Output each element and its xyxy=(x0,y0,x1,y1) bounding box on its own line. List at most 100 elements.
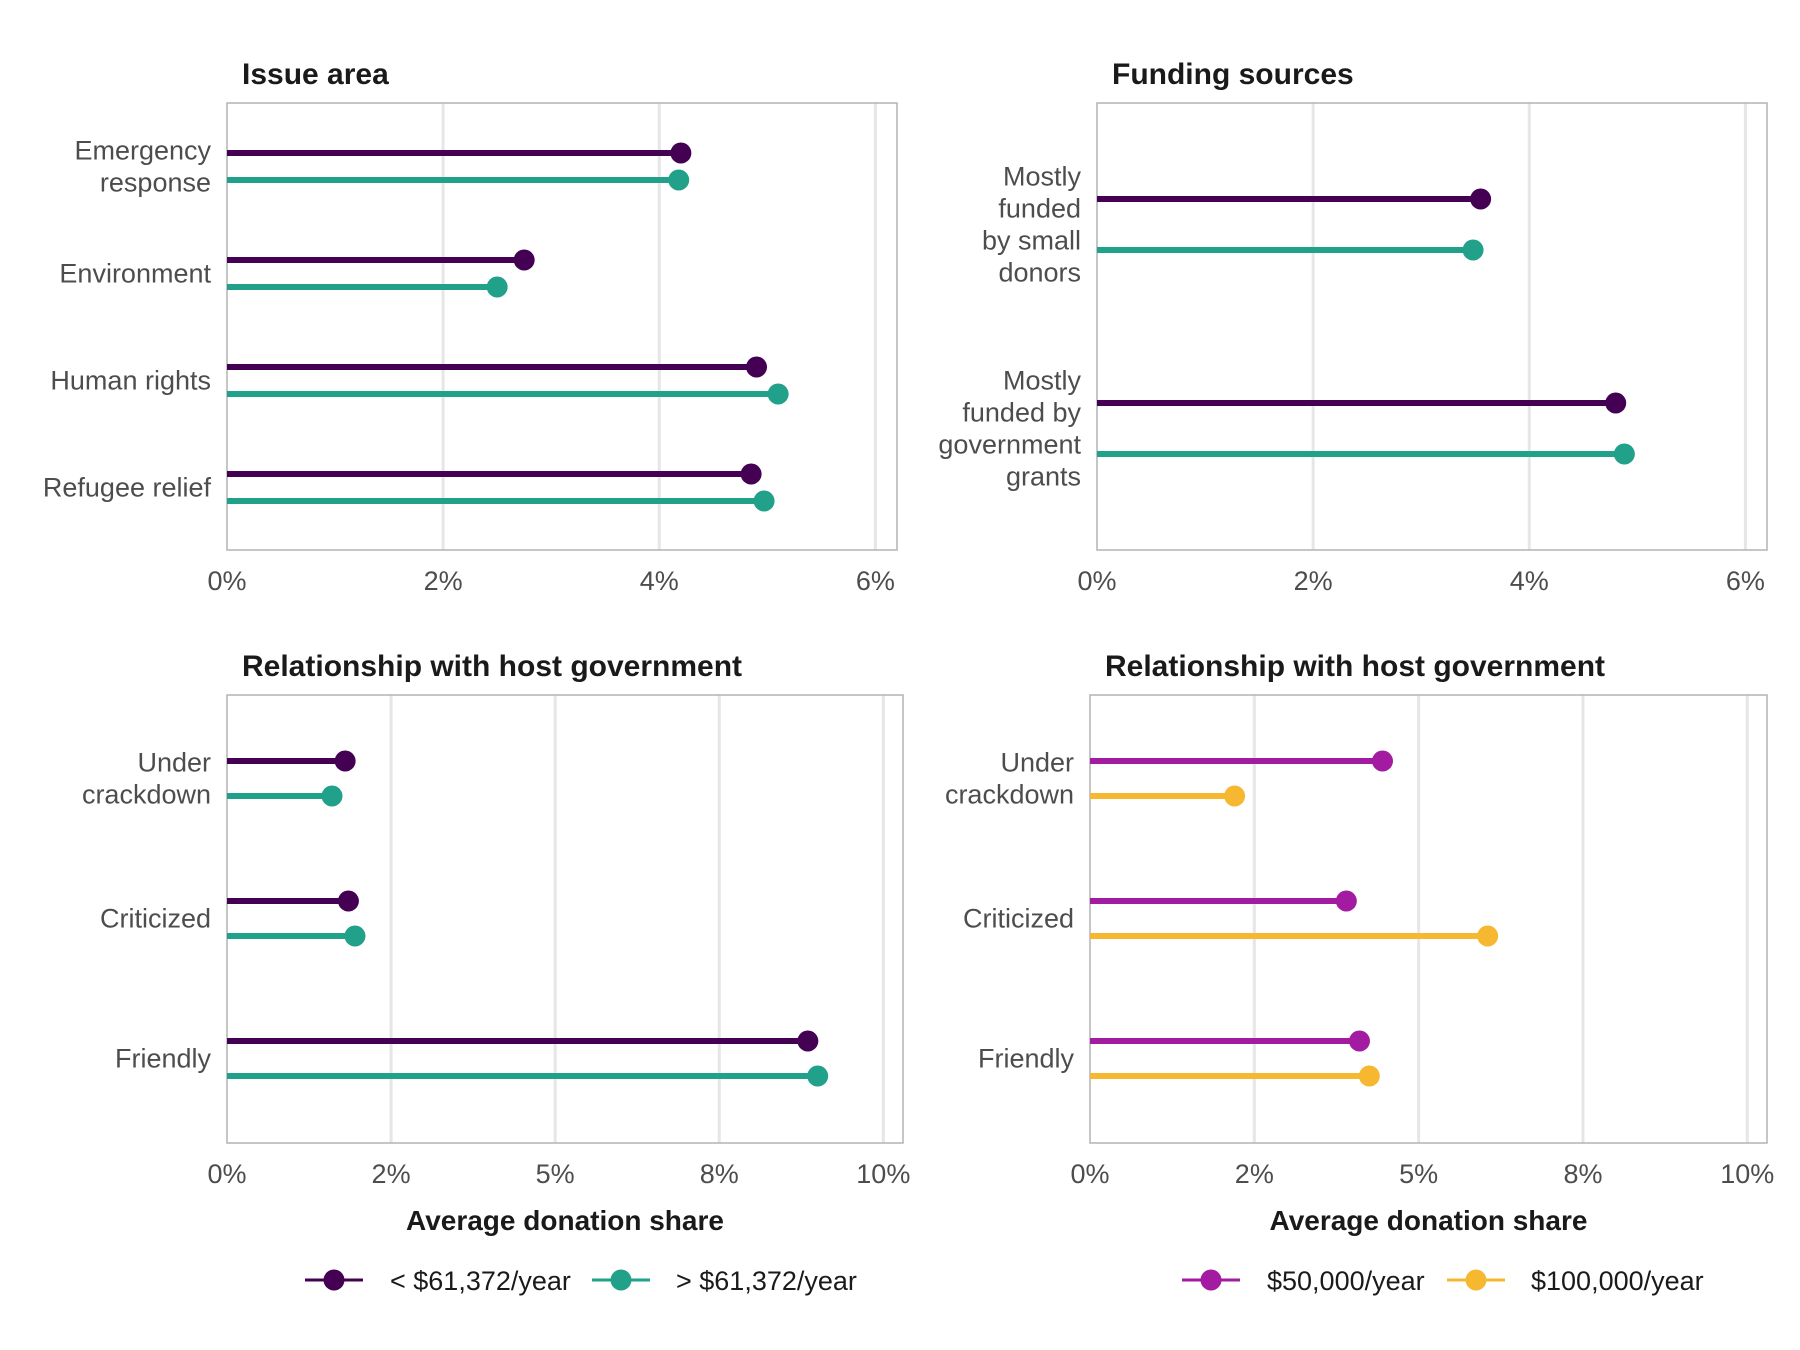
lollipop-dot xyxy=(1348,1030,1370,1052)
category-label-line: Human rights xyxy=(50,366,211,396)
panel-title: Relationship with host government xyxy=(242,650,742,683)
category-label-line: Emergency xyxy=(74,136,211,166)
x-tick-label: 5% xyxy=(536,1159,575,1189)
category-label-line: Mostly xyxy=(1003,366,1082,396)
lollipop-dot xyxy=(1462,239,1484,261)
lollipop-dot xyxy=(1477,925,1499,947)
category-label-line: crackdown xyxy=(945,780,1074,810)
category-label-line: by small xyxy=(982,226,1081,256)
lollipop-dot xyxy=(746,356,768,378)
legend-key-dot xyxy=(323,1269,345,1291)
category-label-line: Criticized xyxy=(963,904,1074,934)
lollipop-dot xyxy=(807,1065,829,1087)
lollipop-dot xyxy=(753,490,775,512)
category-label-line: grants xyxy=(1006,462,1081,492)
lollipop-dot xyxy=(337,890,359,912)
legend-1: < $61,372/year > $61,372/year xyxy=(305,1266,857,1296)
category-label-line: Friendly xyxy=(115,1044,212,1074)
lollipop-dot xyxy=(668,169,690,191)
x-axis-label: Average donation share xyxy=(1270,1205,1588,1236)
lollipop-dot xyxy=(740,463,762,485)
plot-frame xyxy=(226,102,898,551)
category-label-line: Under xyxy=(137,748,211,778)
category-label: Friendly xyxy=(115,1044,212,1074)
x-tick-label: 5% xyxy=(1399,1159,1438,1189)
category-label: Friendly xyxy=(978,1044,1075,1074)
chart-panel-4: Relationship with host government 0% 2% 5% 8… xyxy=(945,650,1774,1236)
category-label: Under crackdown xyxy=(945,748,1074,810)
legend-label: < $61,372/year xyxy=(390,1266,571,1296)
plot-frame xyxy=(226,694,904,1144)
x-tick-label: 8% xyxy=(1563,1159,1602,1189)
x-tick-label: 4% xyxy=(1510,566,1549,596)
category-label-line: Criticized xyxy=(100,904,211,934)
x-tick-label: 0% xyxy=(207,566,246,596)
category-label-line: government xyxy=(938,430,1081,460)
category-label-line: crackdown xyxy=(82,780,211,810)
category-label: Mostly funded by small donors xyxy=(982,162,1082,288)
category-label-line: Mostly xyxy=(1003,162,1082,192)
lollipop-dot xyxy=(1613,443,1635,465)
lollipop-dot xyxy=(767,383,789,405)
lollipop-dot xyxy=(1335,890,1357,912)
x-tick-label: 2% xyxy=(372,1159,411,1189)
x-tick-label: 10% xyxy=(1720,1159,1774,1189)
panel-title: Issue area xyxy=(242,58,389,91)
x-tick-label: 2% xyxy=(1294,566,1333,596)
x-tick-label: 8% xyxy=(700,1159,739,1189)
category-label-line: Under xyxy=(1000,748,1074,778)
category-label: Mostly funded by government grants xyxy=(938,366,1081,492)
legend-key-dot xyxy=(610,1269,632,1291)
lollipop-dot xyxy=(1224,785,1246,807)
category-label: Criticized xyxy=(100,904,211,934)
legend-label: $50,000/year xyxy=(1267,1266,1425,1296)
category-label-line: Refugee relief xyxy=(43,473,212,503)
category-label-line: Friendly xyxy=(978,1044,1075,1074)
x-tick-label: 2% xyxy=(1235,1159,1274,1189)
x-tick-label: 4% xyxy=(640,566,679,596)
lollipop-dot xyxy=(344,925,366,947)
category-label-line: Environment xyxy=(59,259,211,289)
lollipop-dot xyxy=(321,785,343,807)
plot-frame xyxy=(1089,694,1768,1144)
x-tick-label: 0% xyxy=(207,1159,246,1189)
lollipop-dot xyxy=(334,750,356,772)
category-label: Under crackdown xyxy=(82,748,211,810)
lollipop-dot xyxy=(1358,1065,1380,1087)
lollipop-dot xyxy=(1470,188,1492,210)
category-label: Refugee relief xyxy=(43,473,212,503)
category-label-line: donors xyxy=(998,258,1081,288)
category-label-line: funded by xyxy=(962,398,1081,428)
panel-title: Relationship with host government xyxy=(1105,650,1605,683)
lollipop-dot xyxy=(486,276,508,298)
legend-label: $100,000/year xyxy=(1531,1266,1704,1296)
legend-key-dot xyxy=(1200,1269,1222,1291)
category-label: Emergency response xyxy=(74,136,211,198)
x-tick-label: 6% xyxy=(1726,566,1765,596)
category-label-line: funded xyxy=(998,194,1081,224)
x-tick-label: 0% xyxy=(1077,566,1116,596)
chart-panel-1: Issue area 0% 2% 4% 6% Emergency response Envir… xyxy=(43,58,898,596)
x-tick-label: 2% xyxy=(424,566,463,596)
category-label: Human rights xyxy=(50,366,211,396)
legend-label: > $61,372/year xyxy=(676,1266,857,1296)
lollipop-dot xyxy=(670,142,692,164)
x-tick-label: 0% xyxy=(1070,1159,1109,1189)
x-axis-label: Average donation share xyxy=(406,1205,724,1236)
lollipop-dot xyxy=(1605,392,1627,414)
category-label: Environment xyxy=(59,259,211,289)
lollipop-dot xyxy=(1371,750,1393,772)
panel-title: Funding sources xyxy=(1112,58,1354,91)
lollipop-dot xyxy=(513,249,535,271)
lollipop-dot xyxy=(797,1030,819,1052)
category-label: Criticized xyxy=(963,904,1074,934)
legend-2: $50,000/year $100,000/year xyxy=(1182,1266,1704,1296)
x-tick-label: 6% xyxy=(856,566,895,596)
x-tick-label: 10% xyxy=(856,1159,910,1189)
chart-panel-3: Relationship with host government 0% 2% 5% 8… xyxy=(82,650,910,1236)
legend-key-dot xyxy=(1465,1269,1487,1291)
category-label-line: response xyxy=(100,168,211,198)
